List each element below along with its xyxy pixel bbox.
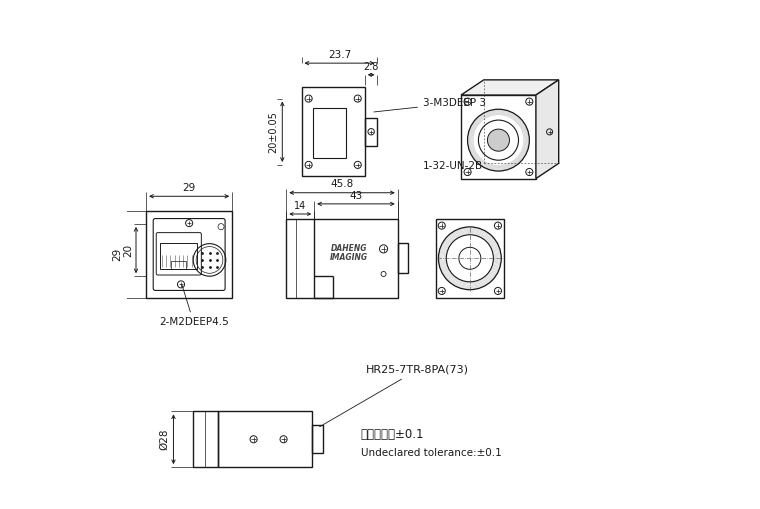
- Text: 20±0.05: 20±0.05: [268, 111, 278, 153]
- Text: 43: 43: [350, 191, 363, 201]
- Text: IMAGING: IMAGING: [330, 253, 369, 263]
- Text: 1-32-UN-2B: 1-32-UN-2B: [423, 161, 483, 171]
- Text: Undeclared tolerance:±0.1: Undeclared tolerance:±0.1: [361, 448, 502, 459]
- Polygon shape: [536, 80, 559, 179]
- Text: 23.7: 23.7: [328, 49, 351, 60]
- Text: 45.8: 45.8: [331, 179, 353, 189]
- Text: DAHENG: DAHENG: [331, 244, 368, 253]
- Bar: [365, 118, 378, 146]
- Bar: [172, 262, 186, 269]
- Text: 3-M3DEEP 3: 3-M3DEEP 3: [374, 98, 486, 112]
- Text: Ø28: Ø28: [160, 429, 169, 450]
- Bar: [146, 211, 233, 298]
- Bar: [312, 426, 323, 453]
- Bar: [397, 243, 408, 273]
- Circle shape: [487, 129, 509, 151]
- Text: 29: 29: [112, 248, 122, 261]
- Text: 29: 29: [182, 183, 196, 193]
- Text: 14: 14: [294, 202, 306, 211]
- Text: 未标注公差±0.1: 未标注公差±0.1: [361, 428, 424, 441]
- Text: 20: 20: [123, 243, 133, 257]
- Text: 2-M2DEEP4.5: 2-M2DEEP4.5: [159, 285, 229, 327]
- Text: 2.8: 2.8: [363, 62, 378, 72]
- Bar: [312, 108, 346, 158]
- Bar: [160, 243, 198, 269]
- Bar: [287, 219, 397, 298]
- Bar: [302, 88, 365, 176]
- Text: HR25-7TR-8PA(73): HR25-7TR-8PA(73): [320, 365, 469, 427]
- Bar: [193, 411, 218, 467]
- Bar: [435, 219, 504, 298]
- Bar: [218, 411, 312, 467]
- Polygon shape: [461, 80, 559, 95]
